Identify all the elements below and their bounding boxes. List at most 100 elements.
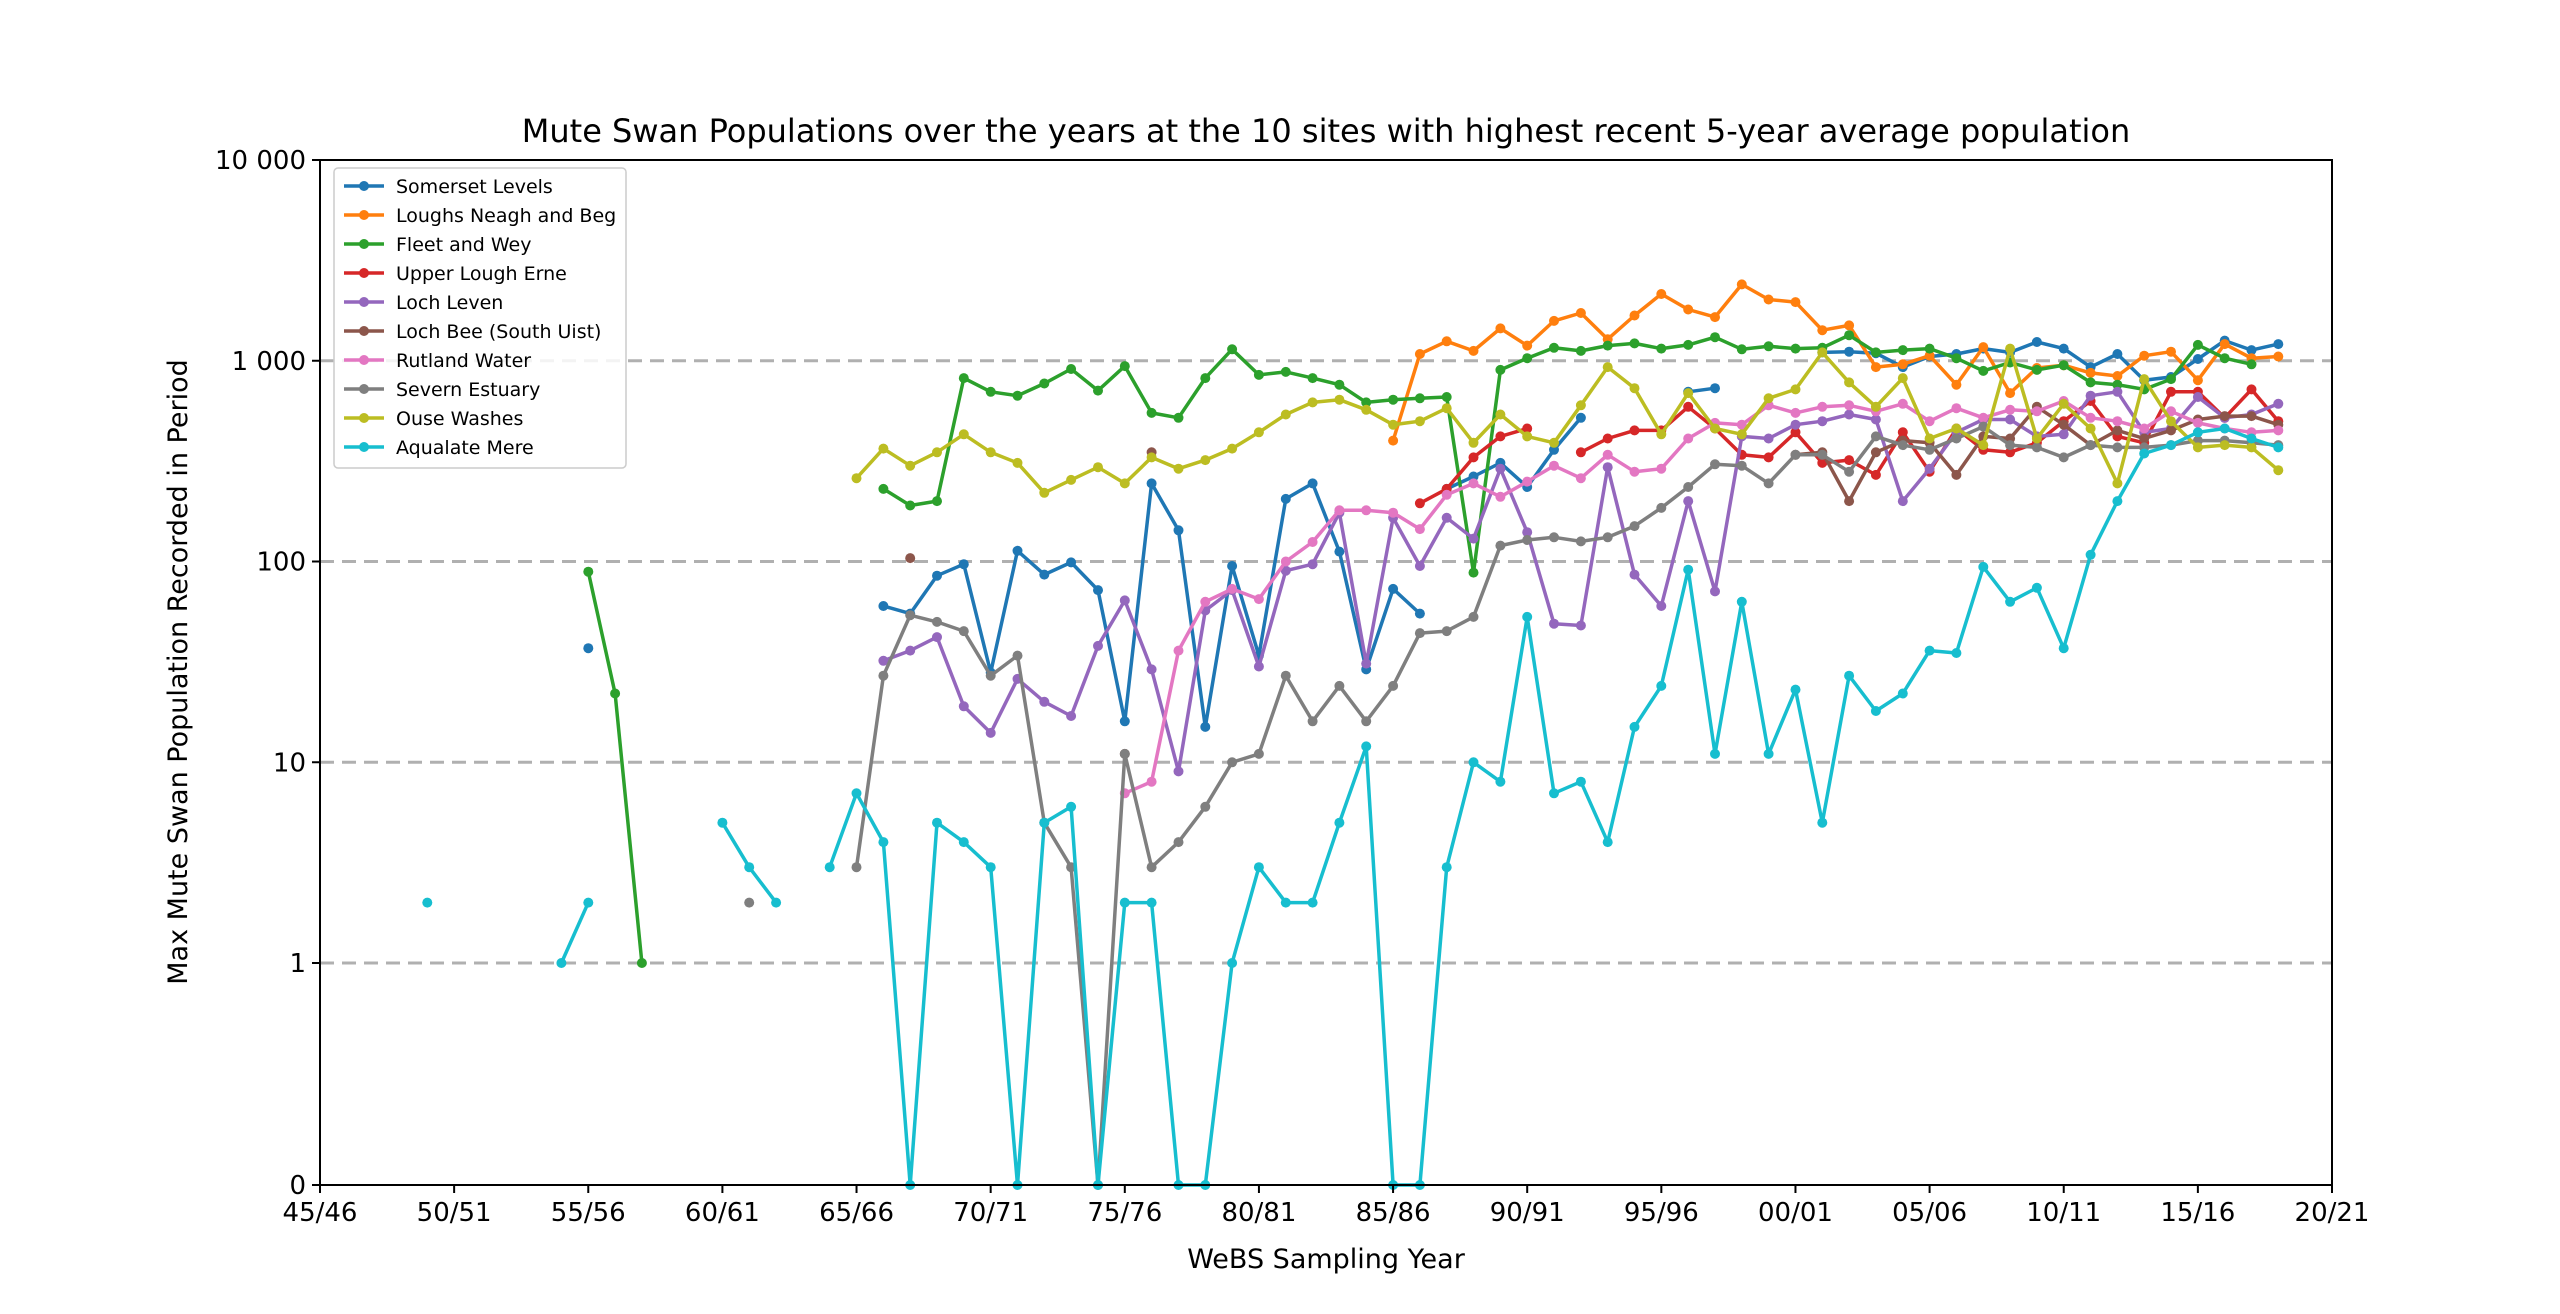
- data-point: [1736, 429, 1747, 440]
- data-point: [1039, 569, 1050, 580]
- data-point: [2166, 374, 2176, 385]
- x-tick-label: 50/51: [417, 1198, 492, 1228]
- data-point: [1790, 449, 1801, 460]
- data-point: [2058, 429, 2069, 440]
- data-point: [1280, 366, 1291, 377]
- data-point: [1495, 409, 1506, 420]
- data-point: [2246, 359, 2257, 370]
- data-point: [1870, 401, 1881, 412]
- data-point: [2219, 353, 2230, 364]
- data-point: [1495, 776, 1506, 787]
- data-point: [1200, 801, 1211, 812]
- data-point: [1468, 478, 1479, 489]
- x-tick-label: 70/71: [953, 1198, 1028, 1228]
- plot-area-frame: [319, 159, 2333, 1186]
- data-point: [1361, 716, 1372, 727]
- data-point: [878, 655, 889, 666]
- data-point: [2139, 433, 2150, 444]
- data-point: [1978, 561, 1989, 572]
- legend-item: Fleet and Wey: [344, 234, 531, 256]
- data-point: [1227, 561, 1238, 571]
- data-point: [1280, 897, 1291, 908]
- data-point: [1870, 447, 1881, 458]
- data-point: [1522, 527, 1533, 538]
- data-point: [1575, 308, 1586, 318]
- legend-label: Rutland Water: [396, 350, 531, 372]
- data-point: [1173, 525, 1184, 536]
- data-point: [2112, 425, 2123, 436]
- data-point: [1468, 533, 1479, 544]
- data-point: [1629, 338, 1640, 349]
- data-point: [1736, 596, 1747, 607]
- x-tick-label: 85/86: [1356, 1198, 1431, 1228]
- data-point: [851, 862, 862, 873]
- legend-swatch-marker: [359, 210, 369, 220]
- data-point: [1844, 455, 1855, 466]
- data-point: [958, 429, 969, 440]
- data-point: [878, 670, 889, 681]
- data-point: [1227, 344, 1238, 355]
- data-point: [1602, 362, 1613, 373]
- data-point: [985, 862, 996, 873]
- data-point: [1763, 294, 1774, 305]
- data-point: [1495, 431, 1506, 442]
- data-point: [1146, 452, 1157, 463]
- legend-label: Upper Lough Erne: [396, 263, 567, 285]
- data-point: [2058, 643, 2069, 654]
- data-point: [1575, 412, 1586, 423]
- data-point: [1924, 433, 1935, 444]
- data-point: [1093, 462, 1103, 473]
- x-tick-label: 95/96: [1624, 1198, 1699, 1228]
- legend-item: Loch Leven: [344, 292, 503, 314]
- data-point: [1683, 496, 1694, 507]
- data-point: [2112, 442, 2123, 453]
- data-point: [1897, 345, 1908, 356]
- data-point: [1039, 817, 1050, 828]
- data-point: [2246, 384, 2257, 395]
- legend-swatch-marker: [359, 413, 369, 423]
- x-tick-label: 20/21: [2295, 1198, 2370, 1228]
- data-point: [2031, 337, 2042, 347]
- data-point: [905, 645, 916, 656]
- data-point: [1763, 748, 1774, 759]
- data-point: [1253, 594, 1264, 605]
- data-point: [1361, 505, 1372, 516]
- legend-swatch-marker: [359, 384, 369, 394]
- data-point: [2005, 414, 2016, 425]
- data-point: [1549, 532, 1559, 543]
- data-point: [1146, 664, 1157, 675]
- x-tick-label: 05/06: [1892, 1198, 1967, 1228]
- data-point: [1468, 567, 1479, 578]
- data-point: [2005, 440, 2016, 451]
- data-point: [1441, 626, 1452, 637]
- data-point: [1119, 361, 1130, 372]
- data-point: [1817, 416, 1828, 427]
- data-point: [1441, 862, 1452, 873]
- data-point: [1870, 414, 1881, 425]
- data-point: [1602, 532, 1613, 543]
- data-point: [878, 837, 889, 848]
- legend-item: Loch Bee (South Uist): [344, 321, 601, 343]
- data-point: [1656, 289, 1667, 299]
- data-point: [1870, 362, 1881, 373]
- data-point: [1844, 346, 1855, 357]
- data-point: [1683, 482, 1694, 492]
- data-point: [2005, 343, 2016, 354]
- data-point: [1844, 400, 1855, 411]
- data-point: [1817, 325, 1828, 336]
- data-point: [1119, 595, 1130, 606]
- data-point: [1790, 419, 1801, 430]
- data-point: [1012, 545, 1023, 556]
- data-point: [2058, 398, 2069, 409]
- data-point: [1012, 650, 1023, 661]
- data-point: [1495, 491, 1506, 502]
- data-point: [1307, 897, 1318, 908]
- data-point: [1307, 373, 1318, 384]
- data-point: [2085, 377, 2096, 388]
- data-point: [1361, 741, 1372, 752]
- data-point: [905, 610, 916, 621]
- data-point: [1736, 344, 1747, 355]
- legend-item: Upper Lough Erne: [344, 263, 567, 285]
- data-point: [1817, 817, 1828, 828]
